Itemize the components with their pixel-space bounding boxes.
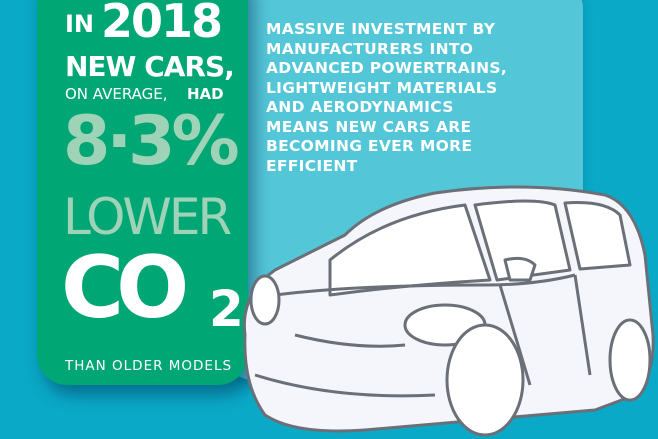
percent-value: 8·3% xyxy=(63,102,240,181)
grille xyxy=(294,333,406,348)
message-line: ADVANCED POWERTRAINS, xyxy=(266,59,508,77)
co-label: CO xyxy=(61,238,189,338)
bumper xyxy=(254,373,436,398)
message-line: MANUFACTURERS INTO xyxy=(266,39,474,58)
message-line: BECOMING EVER MORE xyxy=(266,137,473,155)
car-illustration xyxy=(242,185,655,437)
in-label: IN xyxy=(65,10,95,38)
message-text: MASSIVE INVESTMENT BY MANUFACTURERS INTO… xyxy=(266,20,586,176)
message-line: EFFICIENT xyxy=(266,156,358,175)
headlight-left xyxy=(249,274,281,326)
side-window xyxy=(473,199,572,282)
mirror xyxy=(503,256,537,282)
wheel-rear xyxy=(608,318,652,402)
had-label: HAD xyxy=(187,85,224,103)
stat-card: IN 2018 NEW CARS, ON AVERAGE, HAD 8·3% L… xyxy=(37,0,248,385)
on-average-label: ON AVERAGE, xyxy=(65,85,168,103)
wheel-front xyxy=(445,323,525,437)
new-cars-label: NEW CARS, xyxy=(65,50,235,83)
subscript-2: 2 xyxy=(209,280,244,338)
lower-label: LOWER xyxy=(63,188,232,246)
rear-window xyxy=(563,201,632,271)
year: 2018 xyxy=(101,0,223,48)
windshield xyxy=(328,203,492,297)
message-line: MASSIVE INVESTMENT BY xyxy=(266,20,496,38)
message-line: MEANS NEW CARS ARE xyxy=(266,117,472,136)
message-line: LIGHTWEIGHT MATERIALS xyxy=(266,78,498,97)
than-older-models: THAN OLDER MODELS xyxy=(65,358,233,374)
hood-line xyxy=(274,273,576,297)
message-line: AND AERODYNAMICS xyxy=(266,98,454,116)
door-line xyxy=(498,274,592,386)
